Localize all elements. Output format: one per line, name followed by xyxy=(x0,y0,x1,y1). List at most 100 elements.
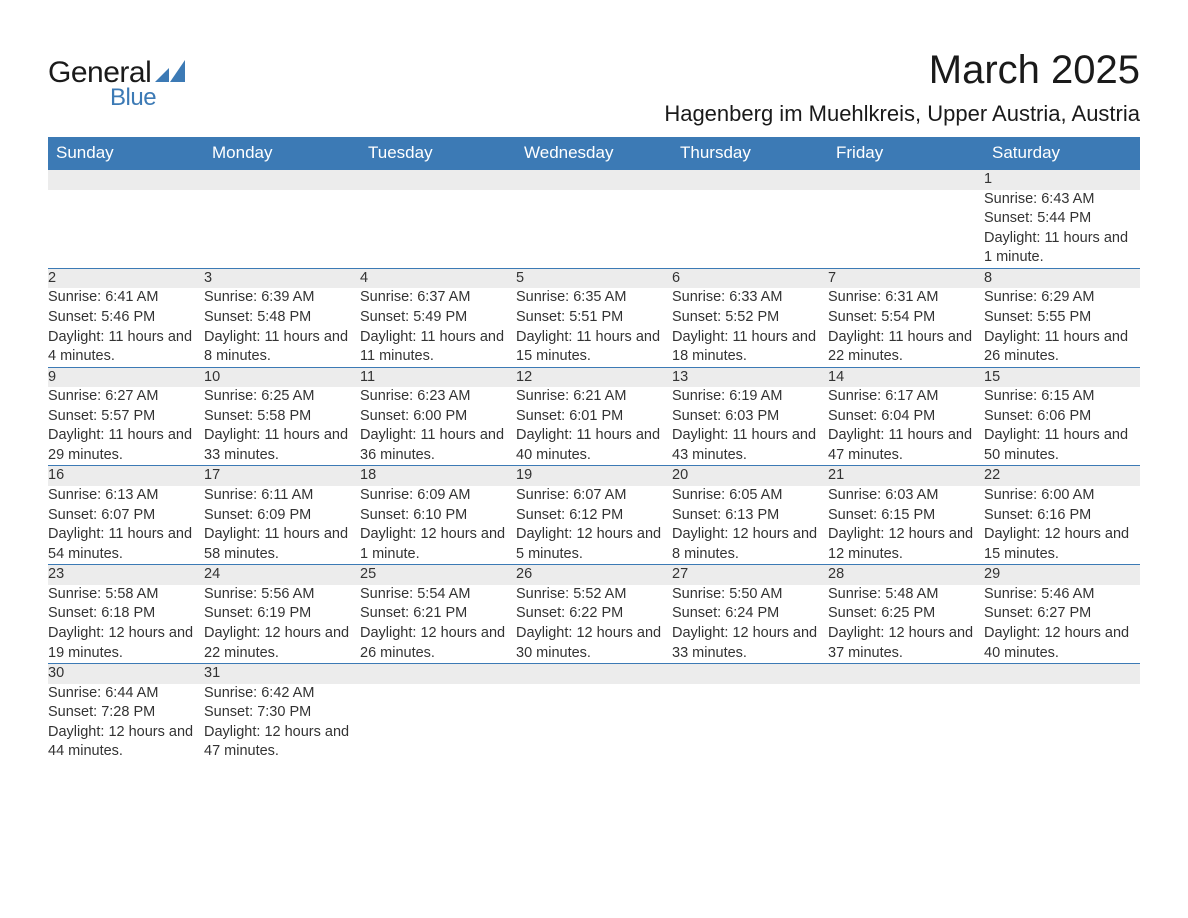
day-detail-cell: Sunrise: 6:15 AMSunset: 6:06 PMDaylight:… xyxy=(984,387,1140,466)
day-number-cell: 1 xyxy=(984,170,1140,190)
sunrise-text: Sunrise: 6:39 AM xyxy=(204,288,360,308)
sunset-text: Sunset: 7:28 PM xyxy=(48,703,204,723)
day-number-cell: 28 xyxy=(828,565,984,585)
day-number: 24 xyxy=(204,566,220,582)
daylight-text: Daylight: 12 hours and 30 minutes. xyxy=(516,624,672,663)
day-number: 30 xyxy=(48,665,64,681)
day-number-cell: 30 xyxy=(48,664,204,684)
sunrise-text: Sunrise: 6:03 AM xyxy=(828,486,984,506)
sunrise-text: Sunrise: 6:05 AM xyxy=(672,486,828,506)
sunset-text: Sunset: 6:25 PM xyxy=(828,604,984,624)
daylight-text: Daylight: 12 hours and 19 minutes. xyxy=(48,624,204,663)
day-detail-cell xyxy=(516,684,672,762)
daylight-text: Daylight: 11 hours and 8 minutes. xyxy=(204,328,360,367)
day-number: 12 xyxy=(516,369,532,385)
sunset-text: Sunset: 5:46 PM xyxy=(48,308,204,328)
day-number-row: 9101112131415 xyxy=(48,367,1140,387)
day-number: 13 xyxy=(672,369,688,385)
day-detail-cell: Sunrise: 6:13 AMSunset: 6:07 PMDaylight:… xyxy=(48,486,204,565)
day-number-cell xyxy=(828,664,984,684)
day-number: 2 xyxy=(48,270,56,286)
day-detail-cell xyxy=(516,190,672,269)
day-number: 7 xyxy=(828,270,836,286)
sunset-text: Sunset: 6:03 PM xyxy=(672,407,828,427)
day-number-cell: 18 xyxy=(360,466,516,486)
daylight-text: Daylight: 11 hours and 50 minutes. xyxy=(984,426,1140,465)
day-detail-cell: Sunrise: 6:44 AMSunset: 7:28 PMDaylight:… xyxy=(48,684,204,762)
day-number-row: 23242526272829 xyxy=(48,565,1140,585)
daylight-text: Daylight: 11 hours and 26 minutes. xyxy=(984,328,1140,367)
day-detail-cell: Sunrise: 6:27 AMSunset: 5:57 PMDaylight:… xyxy=(48,387,204,466)
day-number: 10 xyxy=(204,369,220,385)
daylight-text: Daylight: 12 hours and 33 minutes. xyxy=(672,624,828,663)
sunset-text: Sunset: 5:51 PM xyxy=(516,308,672,328)
day-detail-cell: Sunrise: 6:39 AMSunset: 5:48 PMDaylight:… xyxy=(204,288,360,367)
day-number-cell: 15 xyxy=(984,367,1140,387)
day-detail-cell: Sunrise: 6:07 AMSunset: 6:12 PMDaylight:… xyxy=(516,486,672,565)
day-number: 16 xyxy=(48,467,64,483)
sunset-text: Sunset: 5:44 PM xyxy=(984,209,1140,229)
sunset-text: Sunset: 5:55 PM xyxy=(984,308,1140,328)
daylight-text: Daylight: 11 hours and 36 minutes. xyxy=(360,426,516,465)
day-detail-row: Sunrise: 6:43 AMSunset: 5:44 PMDaylight:… xyxy=(48,190,1140,269)
sunset-text: Sunset: 6:21 PM xyxy=(360,604,516,624)
daylight-text: Daylight: 12 hours and 8 minutes. xyxy=(672,525,828,564)
day-number-cell xyxy=(672,170,828,190)
day-detail-row: Sunrise: 5:58 AMSunset: 6:18 PMDaylight:… xyxy=(48,585,1140,664)
weekday-header: Monday xyxy=(204,137,360,170)
sunrise-text: Sunrise: 5:50 AM xyxy=(672,585,828,605)
day-detail-cell xyxy=(672,190,828,269)
day-number: 26 xyxy=(516,566,532,582)
day-detail-cell: Sunrise: 5:54 AMSunset: 6:21 PMDaylight:… xyxy=(360,585,516,664)
sunset-text: Sunset: 6:13 PM xyxy=(672,506,828,526)
day-number: 6 xyxy=(672,270,680,286)
day-detail-row: Sunrise: 6:27 AMSunset: 5:57 PMDaylight:… xyxy=(48,387,1140,466)
daylight-text: Daylight: 12 hours and 12 minutes. xyxy=(828,525,984,564)
sunrise-text: Sunrise: 6:42 AM xyxy=(204,684,360,704)
day-detail-cell xyxy=(984,684,1140,762)
day-number: 19 xyxy=(516,467,532,483)
daylight-text: Daylight: 12 hours and 1 minute. xyxy=(360,525,516,564)
day-number-cell: 5 xyxy=(516,268,672,288)
day-number-cell: 3 xyxy=(204,268,360,288)
header: General Blue March 2025 Hagenberg im Mue… xyxy=(48,48,1140,127)
sunrise-text: Sunrise: 6:11 AM xyxy=(204,486,360,506)
day-detail-cell: Sunrise: 6:25 AMSunset: 5:58 PMDaylight:… xyxy=(204,387,360,466)
day-detail-cell: Sunrise: 6:17 AMSunset: 6:04 PMDaylight:… xyxy=(828,387,984,466)
day-detail-cell: Sunrise: 6:11 AMSunset: 6:09 PMDaylight:… xyxy=(204,486,360,565)
daylight-text: Daylight: 11 hours and 40 minutes. xyxy=(516,426,672,465)
daylight-text: Daylight: 11 hours and 43 minutes. xyxy=(672,426,828,465)
sunset-text: Sunset: 6:10 PM xyxy=(360,506,516,526)
sunset-text: Sunset: 6:16 PM xyxy=(984,506,1140,526)
day-detail-cell xyxy=(828,190,984,269)
daylight-text: Daylight: 11 hours and 18 minutes. xyxy=(672,328,828,367)
day-detail-cell: Sunrise: 6:41 AMSunset: 5:46 PMDaylight:… xyxy=(48,288,204,367)
sunset-text: Sunset: 6:19 PM xyxy=(204,604,360,624)
sunset-text: Sunset: 7:30 PM xyxy=(204,703,360,723)
logo-mark-icon xyxy=(155,60,185,87)
sunset-text: Sunset: 6:00 PM xyxy=(360,407,516,427)
sunset-text: Sunset: 6:09 PM xyxy=(204,506,360,526)
sunrise-text: Sunrise: 6:17 AM xyxy=(828,387,984,407)
day-number: 27 xyxy=(672,566,688,582)
sunrise-text: Sunrise: 6:21 AM xyxy=(516,387,672,407)
sunset-text: Sunset: 5:49 PM xyxy=(360,308,516,328)
sunrise-text: Sunrise: 6:35 AM xyxy=(516,288,672,308)
day-detail-cell: Sunrise: 6:29 AMSunset: 5:55 PMDaylight:… xyxy=(984,288,1140,367)
daylight-text: Daylight: 12 hours and 15 minutes. xyxy=(984,525,1140,564)
day-number-cell: 16 xyxy=(48,466,204,486)
day-number-cell: 20 xyxy=(672,466,828,486)
sunrise-text: Sunrise: 6:09 AM xyxy=(360,486,516,506)
sunset-text: Sunset: 5:57 PM xyxy=(48,407,204,427)
daylight-text: Daylight: 11 hours and 22 minutes. xyxy=(828,328,984,367)
sunset-text: Sunset: 6:01 PM xyxy=(516,407,672,427)
daylight-text: Daylight: 11 hours and 11 minutes. xyxy=(360,328,516,367)
day-number-cell xyxy=(360,170,516,190)
sunrise-text: Sunrise: 5:48 AM xyxy=(828,585,984,605)
day-number: 11 xyxy=(360,369,375,385)
day-detail-row: Sunrise: 6:13 AMSunset: 6:07 PMDaylight:… xyxy=(48,486,1140,565)
day-number: 15 xyxy=(984,369,1000,385)
day-number: 22 xyxy=(984,467,1000,483)
sunrise-text: Sunrise: 6:00 AM xyxy=(984,486,1140,506)
day-number-cell: 24 xyxy=(204,565,360,585)
